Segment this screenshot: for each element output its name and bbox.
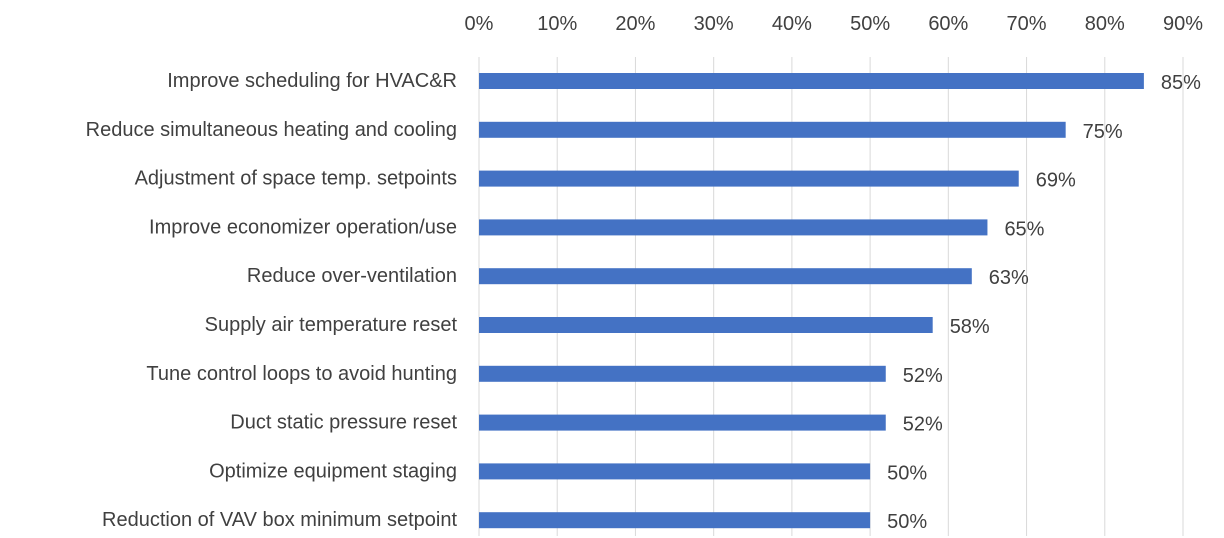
category-label: Improve economizer operation/use: [149, 216, 457, 238]
data-label: 85%: [1161, 72, 1201, 94]
bar: [479, 512, 871, 529]
x-tick-label: 30%: [694, 13, 734, 35]
x-tick-label: 40%: [772, 13, 812, 35]
data-labels: 85% 75% 69% 65% 63% 58% 52% 52% 50% 50%: [887, 72, 1201, 533]
data-label: 58%: [950, 316, 990, 338]
bar: [479, 365, 886, 382]
x-tick-label: 10%: [537, 13, 577, 35]
x-tick-label: 60%: [928, 13, 968, 35]
bar: [479, 268, 972, 285]
x-tick-label: 50%: [850, 13, 890, 35]
data-label: 75%: [1083, 121, 1123, 143]
bar: [479, 170, 1019, 187]
x-axis-ticks: 0% 10% 20% 30% 40% 50% 60% 70% 80% 90%: [465, 13, 1204, 35]
data-label: 52%: [903, 365, 943, 387]
bar: [479, 219, 988, 236]
x-tick-label: 80%: [1085, 13, 1125, 35]
bars: [479, 73, 1144, 529]
data-label: 63%: [989, 267, 1029, 289]
x-tick-label: 90%: [1163, 13, 1203, 35]
bar: [479, 414, 886, 431]
category-label: Reduction of VAV box minimum setpoint: [102, 509, 457, 531]
category-label: Tune control loops to avoid hunting: [146, 363, 457, 385]
bar: [479, 73, 1144, 89]
category-label: Reduce simultaneous heating and cooling: [86, 119, 457, 141]
data-label: 50%: [887, 511, 927, 533]
category-labels: Improve scheduling for HVAC&R Reduce simu…: [86, 70, 458, 531]
category-label: Improve scheduling for HVAC&R: [167, 70, 457, 92]
category-label: Adjustment of space temp. setpoints: [135, 168, 457, 190]
category-label: Optimize equipment staging: [209, 460, 457, 482]
data-label: 65%: [1004, 218, 1044, 240]
category-label: Reduce over-ventilation: [247, 265, 457, 287]
bar: [479, 463, 871, 480]
data-label: 50%: [887, 462, 927, 484]
x-tick-label: 0%: [465, 13, 494, 35]
x-tick-label: 20%: [615, 13, 655, 35]
bar: [479, 121, 1066, 138]
category-label: Supply air temperature reset: [205, 314, 458, 336]
x-tick-label: 70%: [1007, 13, 1047, 35]
bar: [479, 317, 933, 333]
category-label: Duct static pressure reset: [230, 412, 457, 434]
data-label: 69%: [1036, 170, 1076, 192]
data-label: 52%: [903, 414, 943, 436]
